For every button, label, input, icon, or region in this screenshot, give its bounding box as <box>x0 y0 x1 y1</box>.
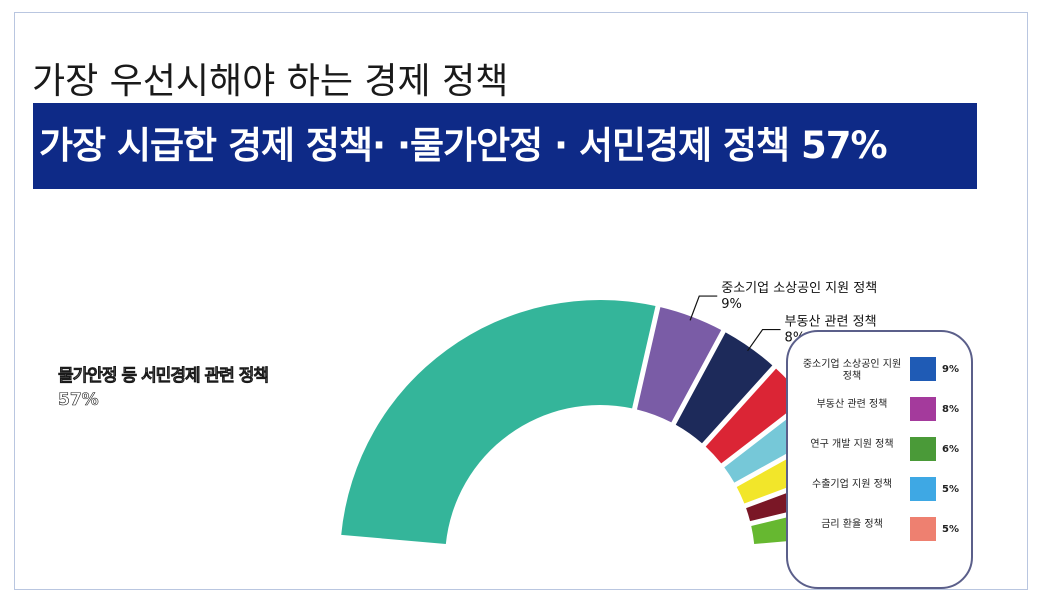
legend-value: 8% <box>942 404 959 415</box>
legend-swatch <box>910 437 936 461</box>
legend-item: 연구 개발 지원 정책 6% <box>788 436 975 466</box>
slice-label-0: 물가안정 등 서민경제 관련 정책 <box>58 366 268 386</box>
slice-0 <box>341 300 656 545</box>
legend-label: 수출기업 지원 정책 <box>812 479 892 490</box>
headline-text: 가장 시급한 경제 정책· ·물가안정 · 서민경제 정책 57% <box>39 124 888 167</box>
legend-label: 중소기업 소상공인 지원 정책 <box>802 359 902 382</box>
slice-2 <box>675 332 773 444</box>
legend-swatch <box>910 477 936 501</box>
slice-value-0: 57% <box>58 390 99 410</box>
legend-swatch <box>910 517 936 541</box>
legend-label: 부동산 관련 정책 <box>816 399 888 410</box>
legend-label: 금리 환율 정책 <box>821 519 883 530</box>
chart-frame <box>14 12 1028 590</box>
legend-box: 중소기업 소상공인 지원 정책 9% 부동산 관련 정책 8% 연구 개발 지원 정책 6… <box>786 330 973 589</box>
slice-3 <box>705 368 805 464</box>
headline-banner: 가장 시급한 경제 정책· ·물가안정 · 서민경제 정책 57% <box>33 103 977 189</box>
leader-line-1 <box>689 295 718 321</box>
legend-value: 9% <box>942 364 959 375</box>
slice-label-1: 중소기업 소상공인 지원 정책 <box>721 281 877 296</box>
slice-1 <box>636 307 722 423</box>
legend-label: 연구 개발 지원 정책 <box>810 439 894 450</box>
legend-item: 중소기업 소상공인 지원 정책 9% <box>788 356 975 386</box>
legend-item: 수출기업 지원 정책 5% <box>788 476 975 506</box>
legend-value: 5% <box>942 524 959 535</box>
chart-title: 가장 우선시해야 하는 경제 정책 <box>32 61 509 102</box>
slice-label-2: 부동산 관련 정책 <box>785 315 877 330</box>
legend-value: 6% <box>942 444 959 455</box>
legend-item: 부동산 관련 정책 8% <box>788 396 975 426</box>
legend-swatch <box>910 357 936 381</box>
legend-swatch <box>910 397 936 421</box>
leader-line-2 <box>747 328 781 352</box>
slice-value-1: 9% <box>721 297 742 312</box>
legend-item: 금리 환율 정책 5% <box>788 516 975 546</box>
legend-value: 5% <box>942 484 959 495</box>
